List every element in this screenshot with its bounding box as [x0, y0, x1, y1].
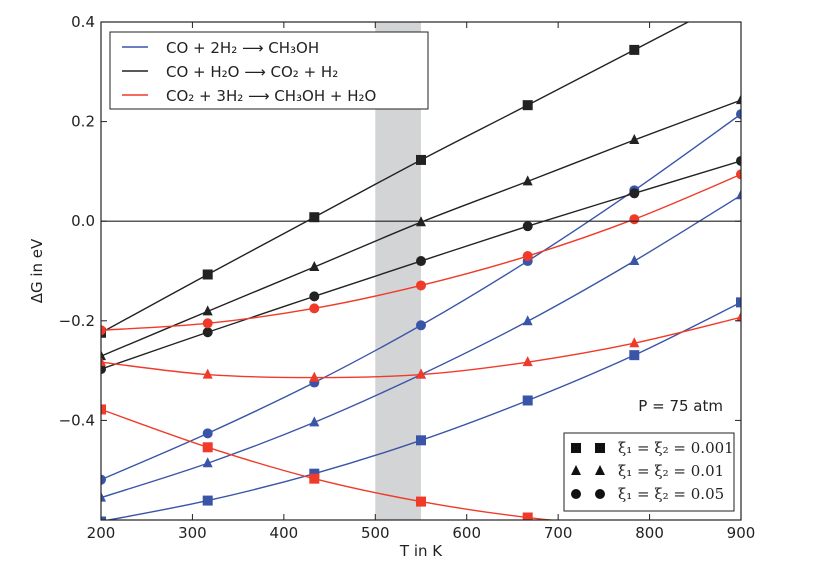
data-point-triangle	[629, 255, 640, 266]
data-point-circle	[416, 256, 426, 267]
data-point-triangle	[309, 416, 320, 427]
data-point-circle	[101, 325, 106, 336]
data-point-triangle	[736, 94, 741, 105]
y-axis-label: ΔG in eV	[28, 238, 46, 303]
data-point-triangle	[309, 261, 320, 272]
legend-label: ξ₁ = ξ₂ = 0.01	[618, 462, 724, 480]
legend-marker-circle	[595, 489, 605, 499]
data-point-triangle	[101, 350, 106, 361]
data-point-square	[416, 496, 426, 507]
data-point-circle	[202, 428, 213, 439]
data-point-square	[101, 404, 106, 415]
data-point-circle	[522, 251, 533, 262]
data-point-triangle	[629, 134, 640, 145]
data-point-triangle	[736, 189, 741, 200]
y-tick-label: 0.2	[71, 113, 95, 131]
data-point-triangle	[202, 305, 213, 316]
data-point-circle	[202, 327, 213, 338]
data-point-square	[522, 512, 533, 520]
data-point-triangle	[522, 315, 533, 326]
data-point-circle	[522, 221, 533, 232]
x-tick-label: 600	[452, 524, 481, 542]
data-point-circle	[309, 303, 320, 314]
x-tick-label: 900	[727, 524, 756, 542]
data-point-triangle	[416, 368, 426, 379]
legend-label: CO₂ + 3H₂ ⟶ CH₃OH + H₂O	[166, 87, 376, 105]
data-point-square	[202, 442, 213, 453]
data-point-square	[309, 473, 320, 484]
data-point-circle	[416, 280, 426, 291]
data-point-circle	[101, 364, 106, 375]
data-point-square	[202, 495, 213, 506]
data-point-square	[522, 395, 533, 406]
y-tick-label: −0.2	[59, 312, 95, 330]
legend-label: ξ₁ = ξ₂ = 0.05	[618, 485, 724, 503]
legend-marker-square	[571, 443, 581, 453]
data-point-circle	[309, 291, 320, 302]
data-point-circle	[736, 169, 741, 180]
data-point-circle	[101, 474, 106, 485]
data-point-triangle	[629, 337, 640, 348]
reaction-legend: CO + 2H₂ ⟶ CH₃OH CO + H₂O ⟶ CO₂ + H₂ CO₂ +…	[109, 31, 429, 110]
data-point-triangle	[736, 311, 741, 322]
data-point-square	[629, 350, 640, 361]
data-point-square	[416, 154, 426, 165]
marker-legend: ξ₁ = ξ₂ = 0.001 ξ₁ = ξ₂ = 0.01 ξ₁ = ξ₂ = 0…	[563, 432, 735, 512]
data-point-square	[522, 100, 533, 111]
data-point-square	[202, 269, 213, 280]
data-point-circle	[416, 320, 426, 331]
pressure-annotation: P = 75 atm	[638, 397, 723, 415]
data-point-triangle	[522, 356, 533, 367]
data-point-triangle	[522, 175, 533, 186]
data-point-circle	[736, 109, 741, 120]
legend-label: CO + H₂O ⟶ CO₂ + H₂	[166, 63, 338, 81]
y-tick-label: −0.4	[59, 411, 95, 429]
x-tick-label: 200	[87, 524, 116, 542]
legend-marker-circle	[571, 489, 581, 499]
data-point-triangle	[202, 368, 213, 379]
data-point-triangle	[202, 457, 213, 468]
data-point-circle	[202, 318, 213, 329]
axis-ticks: 200 300 400 500 600 700 800 900 −0.4 −0.2 0.0 0.2 0.…	[59, 13, 756, 542]
x-tick-label: 700	[544, 524, 573, 542]
y-tick-label: 0.0	[71, 212, 95, 230]
data-point-circle	[629, 188, 640, 199]
data-point-circle	[629, 214, 640, 225]
y-tick-label: 0.4	[71, 13, 95, 31]
legend-label: ξ₁ = ξ₂ = 0.001	[618, 439, 734, 457]
data-point-triangle	[309, 371, 320, 382]
data-point-square	[309, 212, 320, 223]
data-point-square	[416, 435, 426, 446]
data-point-triangle	[101, 491, 106, 502]
plot-frame	[100, 21, 742, 521]
x-axis-label: T in K	[399, 542, 443, 560]
legend-marker-square	[595, 443, 605, 453]
x-tick-label: 300	[178, 524, 207, 542]
data-point-circle	[736, 155, 741, 166]
x-tick-label: 500	[361, 524, 390, 542]
data-point-triangle	[101, 356, 106, 367]
data-point-square	[629, 44, 640, 55]
legend-marker-triangle	[571, 465, 581, 475]
data-point-square	[736, 297, 741, 308]
x-tick-label: 400	[270, 524, 299, 542]
legend-label: CO + 2H₂ ⟶ CH₃OH	[166, 39, 319, 57]
x-tick-label: 800	[635, 524, 664, 542]
data-point-square	[101, 516, 106, 520]
legend-marker-triangle	[595, 465, 605, 475]
